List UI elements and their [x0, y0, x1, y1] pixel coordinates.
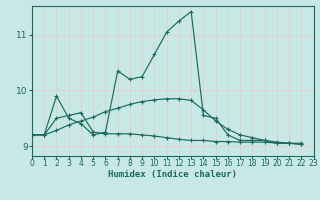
- X-axis label: Humidex (Indice chaleur): Humidex (Indice chaleur): [108, 170, 237, 179]
